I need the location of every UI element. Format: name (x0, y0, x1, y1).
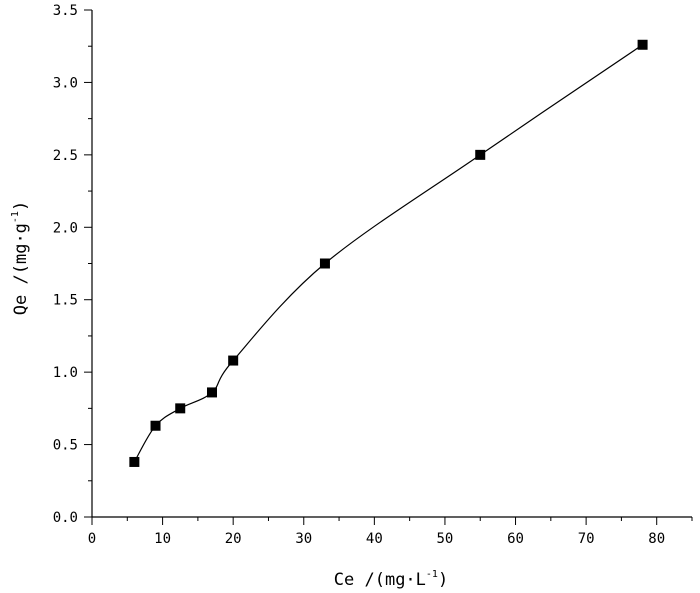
series-line (133, 44, 643, 463)
data-point-marker (228, 355, 239, 366)
y-axis-title: Qe /(mg·g-1) (10, 201, 31, 315)
y-tick-label: 0.5 (53, 438, 78, 454)
data-point-marker (175, 403, 186, 414)
data-point-marker (150, 420, 161, 431)
series-markers (129, 39, 648, 467)
x-tick-label: 10 (154, 531, 171, 547)
x-tick-label: 20 (225, 531, 242, 547)
x-tick-label: 30 (295, 531, 312, 547)
y-tick-label: 2.5 (53, 148, 78, 164)
x-ticks: 0 10 20 30 40 50 60 70 80 (88, 517, 693, 547)
x-tick-label: 50 (437, 531, 454, 547)
data-point-marker (129, 456, 140, 467)
axes (91, 10, 692, 518)
x-tick-label: 40 (366, 531, 383, 547)
data-point-marker (207, 387, 217, 398)
x-tick-label: 80 (648, 531, 665, 547)
x-tick-label: 60 (507, 531, 524, 547)
y-tick-label: 3.0 (53, 75, 78, 91)
y-tick-label: 1.5 (53, 293, 78, 309)
y-tick-label: 3.5 (53, 3, 78, 19)
y-tick-label: 2.0 (53, 220, 78, 236)
x-tick-label: 70 (578, 531, 595, 547)
data-point-marker (319, 258, 330, 269)
y-tick-label: 0.0 (53, 510, 78, 526)
data-point-marker (637, 39, 648, 50)
data-point-marker (475, 149, 486, 160)
x-tick-label: 0 (88, 531, 96, 547)
y-ticks: 0.0 0.5 1.0 1.5 2.0 2.5 3.0 3.5 (53, 3, 92, 526)
x-axis-title: Ce /(mg·L-1) (334, 569, 448, 590)
y-tick-label: 1.0 (53, 365, 78, 381)
